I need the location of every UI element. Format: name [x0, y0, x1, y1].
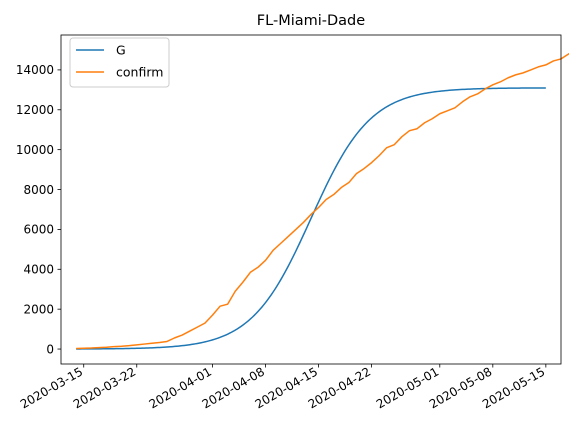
y-tick-label: 0	[46, 342, 54, 356]
series-line-G	[76, 87, 546, 350]
y-tick-label: 14000	[16, 63, 54, 77]
y-tick-label: 10000	[16, 143, 54, 157]
y-tick-label: 2000	[23, 302, 54, 316]
y-tick-label: 4000	[23, 263, 54, 277]
chart-title: FL-Miami-Dade	[257, 13, 365, 29]
plot-frame	[60, 34, 562, 365]
legend-label-G: G	[116, 43, 126, 58]
plot-area	[76, 52, 569, 350]
y-tick-label: 6000	[23, 223, 54, 237]
series-line-confirm	[76, 52, 569, 350]
axes: 020004000600080001000012000140002020-03-…	[16, 34, 562, 411]
y-tick-label: 12000	[16, 103, 54, 117]
legend-label-confirm: confirm	[116, 65, 163, 80]
y-tick-label: 8000	[23, 183, 54, 197]
